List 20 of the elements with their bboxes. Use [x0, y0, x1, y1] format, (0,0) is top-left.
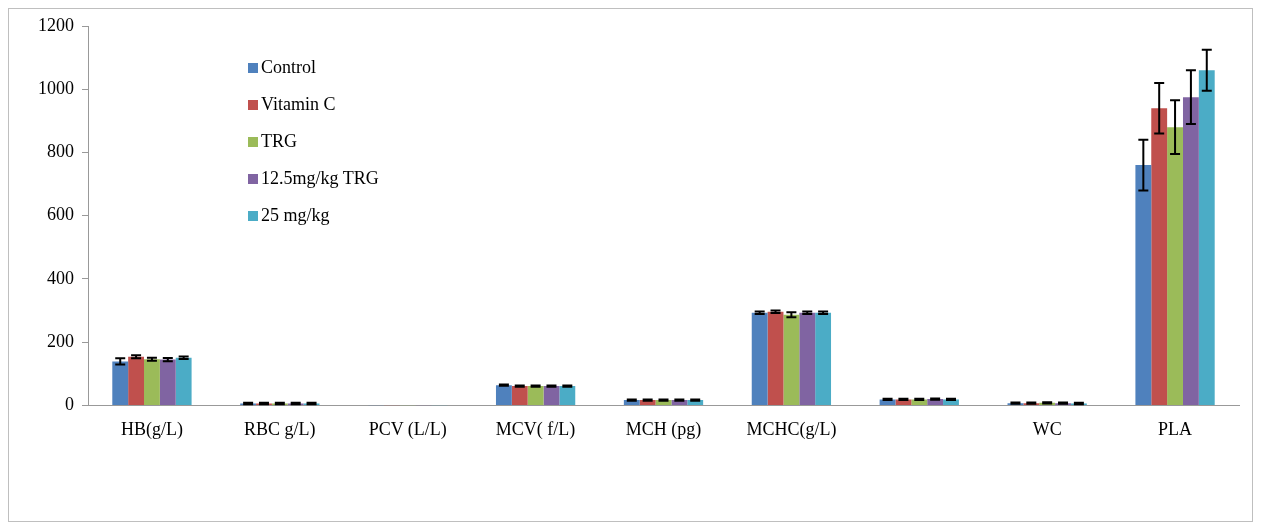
x-tick-label: HB(g/L)	[120, 418, 183, 440]
x-tick-label: MCH (pg)	[625, 418, 702, 440]
x-tick-label: PCV (L/L)	[368, 418, 447, 440]
y-tick-label: 0	[65, 394, 74, 415]
legend-label: Vitamin C	[261, 93, 336, 114]
y-tick-label: 600	[47, 204, 74, 225]
x-tick-label: RBC g/L)	[244, 418, 316, 440]
legend-label: 25 mg/kg	[261, 204, 330, 225]
y-tick-label: 1200	[38, 14, 74, 35]
y-tick-label: 200	[47, 330, 74, 351]
x-tick-label: MCV( f/L)	[495, 418, 576, 440]
legend-label: 12.5mg/kg TRG	[261, 167, 379, 188]
y-tick-label: 800	[47, 141, 74, 162]
y-tick-label: 400	[47, 267, 74, 288]
y-tick-label: 1000	[38, 77, 74, 98]
legend-label: TRG	[261, 130, 297, 151]
x-tick-label: MCHC(g/L)	[746, 418, 837, 440]
x-tick-label: WC	[1032, 418, 1062, 439]
x-tick-label: PLA	[1158, 418, 1193, 439]
legend-label: Control	[261, 56, 317, 77]
